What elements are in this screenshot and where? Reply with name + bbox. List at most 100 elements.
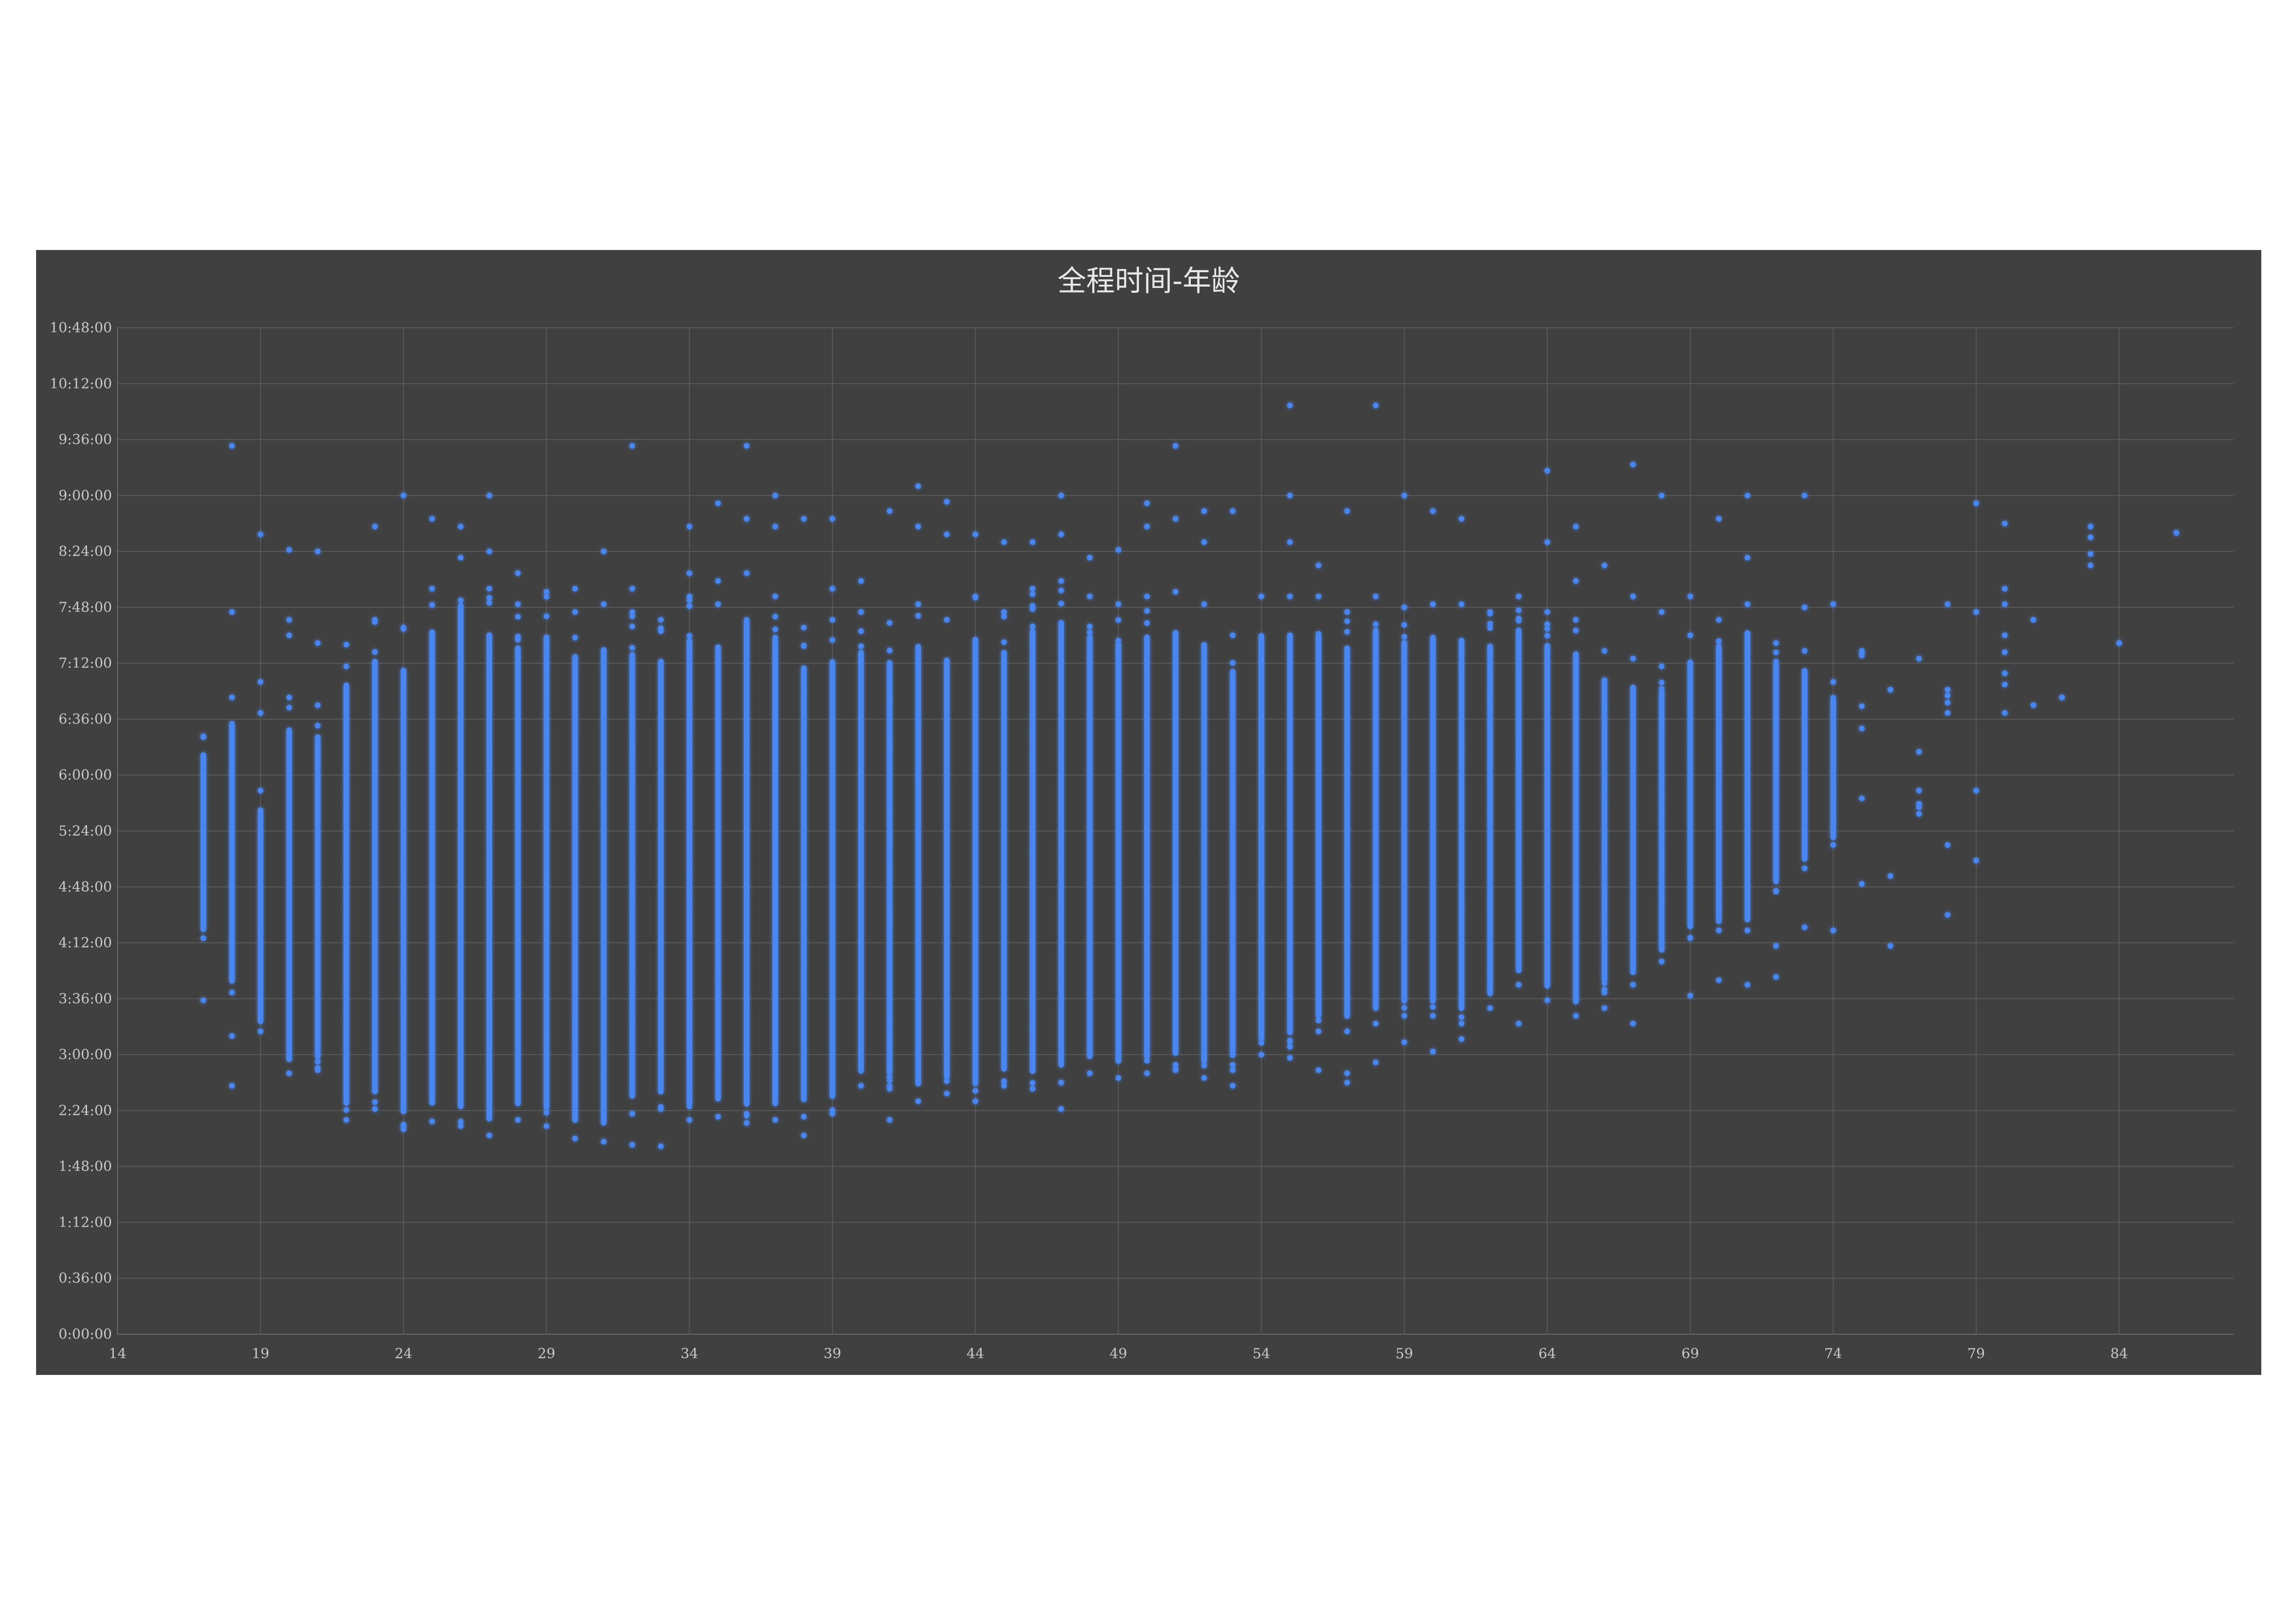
data-point [1458, 906, 1464, 912]
data-point [1430, 889, 1436, 895]
data-point [2002, 710, 2008, 716]
data-column [1802, 668, 1808, 862]
data-point [772, 707, 778, 713]
data-point [1373, 627, 1379, 633]
data-point [1487, 621, 1493, 627]
data-point [1401, 776, 1407, 782]
data-point [257, 852, 263, 858]
data-point [1830, 927, 1836, 933]
data-point [1601, 701, 1607, 707]
data-point [887, 906, 893, 912]
data-point [829, 899, 835, 905]
data-point [1001, 961, 1007, 967]
data-point [1830, 842, 1836, 848]
data-point [1087, 782, 1093, 788]
data-point [601, 652, 607, 658]
data-point [1601, 800, 1607, 806]
data-point [744, 948, 750, 954]
data-point [887, 868, 893, 874]
data-point [829, 880, 835, 886]
data-point [286, 906, 292, 912]
data-point [200, 874, 206, 880]
x-tick-label: 29 [538, 1346, 555, 1362]
data-point [972, 724, 978, 730]
data-point [829, 695, 835, 701]
data-point [400, 861, 406, 867]
data-point [944, 1090, 950, 1096]
x-tick-label: 64 [1538, 1346, 1556, 1362]
data-point [1258, 894, 1264, 900]
data-point [772, 999, 778, 1005]
data-point [286, 787, 292, 793]
data-point [429, 754, 435, 760]
data-point [1687, 993, 1693, 999]
data-point [286, 1011, 292, 1017]
data-point [486, 862, 492, 868]
data-point [629, 624, 635, 630]
data-point [801, 719, 807, 725]
data-point [1716, 977, 1722, 983]
data-point [686, 603, 692, 609]
data-point [1687, 801, 1693, 807]
data-point [229, 609, 235, 615]
data-point [1144, 756, 1150, 762]
data-point [372, 1063, 378, 1069]
data-point [1287, 997, 1293, 1003]
data-point [372, 911, 378, 917]
data-point [772, 696, 778, 702]
data-point [858, 1036, 864, 1042]
data-point [1030, 852, 1036, 858]
data-point [429, 942, 435, 948]
data-point [629, 750, 635, 756]
data-point [1916, 787, 1922, 793]
data-point [1201, 751, 1207, 757]
data-point [1173, 1062, 1178, 1068]
data-point [1058, 818, 1064, 824]
data-point [343, 889, 349, 895]
y-axis-ticks: 0:00:00 0:36:00 1:12:00 1:48:00 2:24:00 3:00:… [50, 320, 112, 1343]
data-point [1716, 708, 1722, 714]
data-point [1030, 591, 1036, 597]
data-point [1802, 706, 1808, 712]
data-point [1802, 604, 1808, 610]
scatter-chart: 全程时间-年龄 14 19 24 29 34 39 44 49 54 59 64 69 74 79 84 0… [50, 264, 2234, 1362]
data-point [1773, 888, 1779, 894]
data-point [200, 757, 206, 763]
data-point [915, 853, 921, 859]
data-point [1859, 881, 1865, 887]
data-point [1087, 1070, 1093, 1076]
data-point [1058, 882, 1064, 888]
data-point [1001, 785, 1007, 791]
data-point [1659, 686, 1665, 692]
data-point [1544, 997, 1550, 1003]
data-point [1115, 912, 1121, 918]
data-point [1144, 500, 1150, 506]
data-point [343, 1107, 349, 1113]
data-point [715, 980, 721, 986]
data-point [1573, 1013, 1579, 1019]
data-point [1144, 1033, 1150, 1039]
data-point [458, 719, 464, 725]
data-point [944, 893, 950, 899]
data-point [772, 1018, 778, 1024]
data-point [515, 812, 521, 818]
data-point [1516, 593, 1522, 600]
data-point [658, 780, 664, 786]
data-point [429, 858, 435, 864]
data-point [1773, 759, 1779, 765]
data-point [858, 1083, 864, 1089]
data-point [1744, 898, 1750, 904]
data-point [372, 808, 378, 814]
data-point [1087, 970, 1093, 976]
data-point [915, 1062, 921, 1068]
data-point [1430, 794, 1436, 800]
data-point [1659, 609, 1665, 615]
data-point [1230, 685, 1236, 691]
data-point [257, 679, 263, 685]
data-point [1544, 802, 1550, 808]
data-point [629, 871, 635, 877]
data-point [858, 743, 864, 749]
data-point [801, 643, 807, 649]
data-point [772, 657, 778, 663]
data-point [1544, 747, 1550, 753]
